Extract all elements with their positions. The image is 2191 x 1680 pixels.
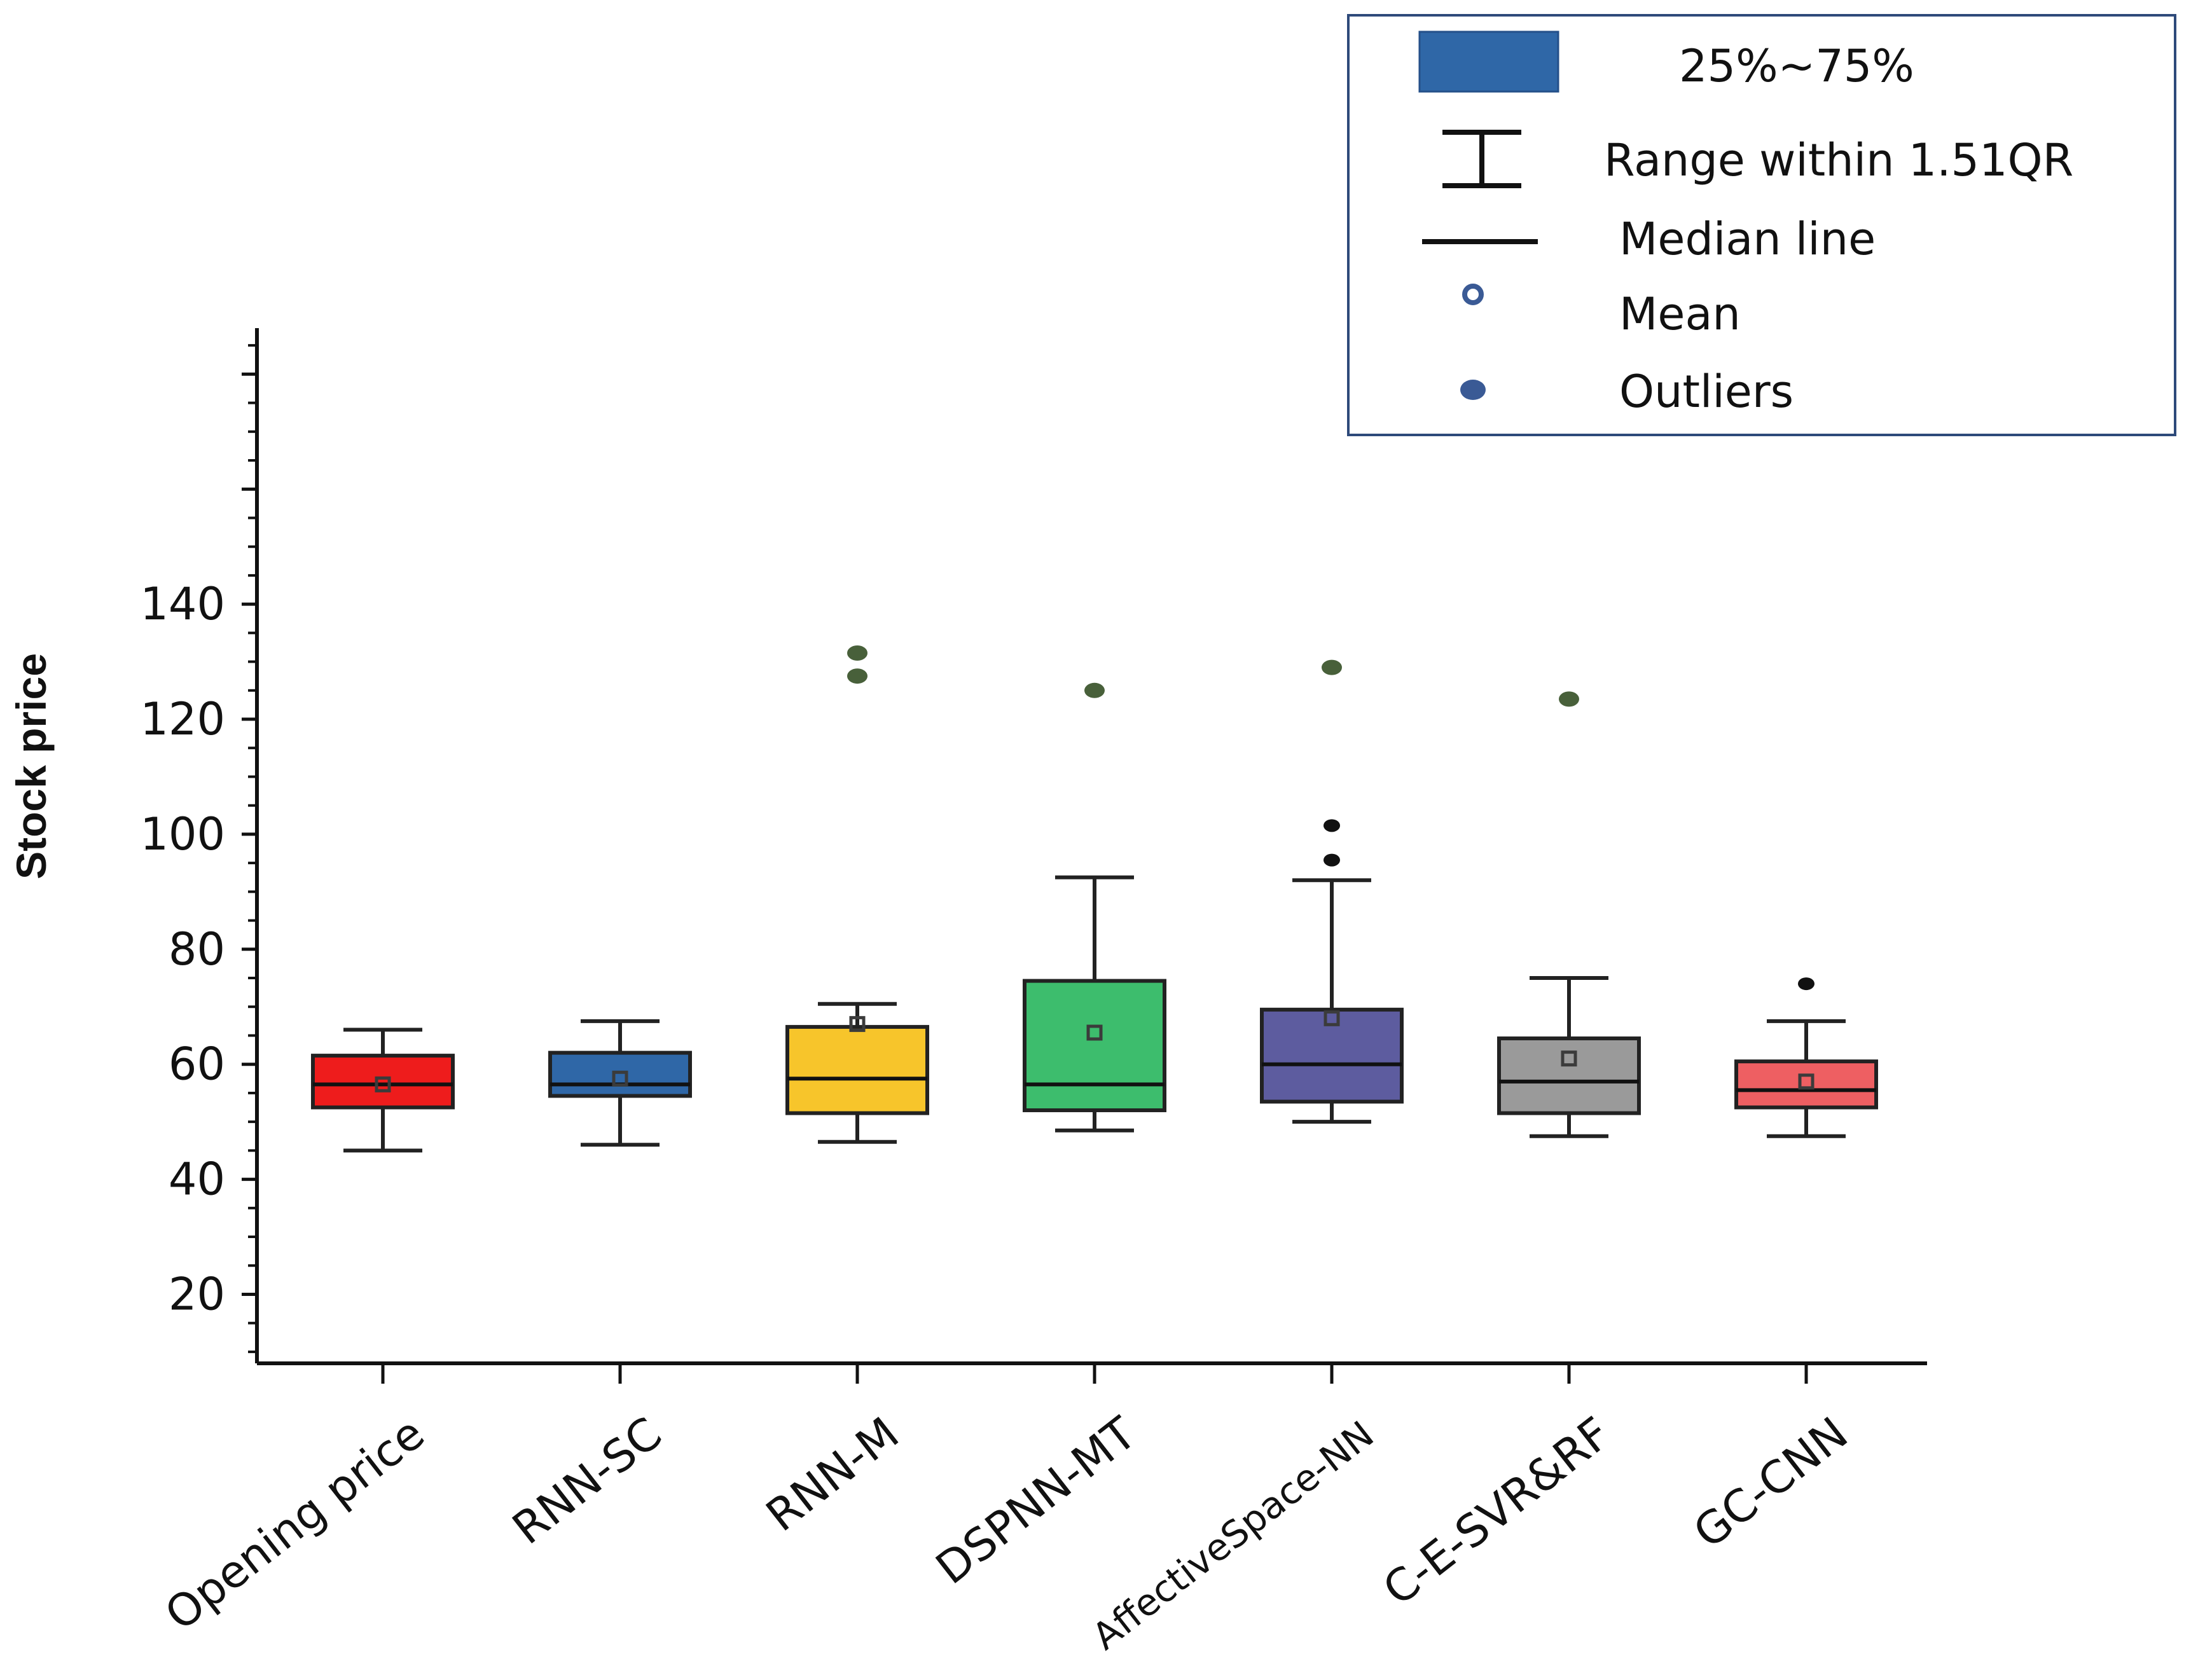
x-tick-label: Opening price (156, 1407, 434, 1641)
legend-outlier-icon (1460, 380, 1486, 400)
x-tick-label: GC-CNN (1684, 1407, 1858, 1559)
y-axis: 20 40 60 80 100 120 140 (140, 328, 259, 1363)
box-group (785, 645, 929, 1144)
y-tick-label: 140 (140, 578, 225, 630)
legend-box-label: 25%~75% (1679, 40, 1914, 92)
x-axis: Opening price RNN-SC RNN-M DSPNN-MTAffectiv… (156, 1361, 1927, 1658)
y-tick-label: 100 (140, 808, 225, 860)
box-iqr (1734, 1059, 1878, 1110)
legend-range-icon (1442, 130, 1521, 188)
box-group (1497, 691, 1641, 1138)
box-group (1023, 682, 1166, 1133)
y-tick-label: 120 (140, 693, 225, 745)
mean-marker (1324, 1010, 1340, 1026)
outlier-point (1322, 659, 1342, 675)
box-iqr (1023, 979, 1166, 1113)
legend-median-label: Median line (1619, 213, 1876, 265)
mean-marker (1798, 1073, 1814, 1090)
outlier-point (1798, 977, 1814, 991)
box-group (1260, 659, 1404, 1124)
legend-outliers-label: Outliers (1619, 366, 1794, 418)
box-series (311, 645, 1878, 1153)
box-iqr (1497, 1036, 1641, 1115)
outlier-point (847, 668, 867, 684)
x-tick-label: RNN-M (757, 1407, 909, 1542)
legend-range-label: Range within 1.51QR (1604, 134, 2073, 186)
outlier-point (1084, 682, 1105, 698)
box-group (311, 1028, 455, 1153)
y-tick-label: 60 (169, 1038, 225, 1091)
legend-mean-icon (1462, 284, 1484, 305)
y-tick-label: 20 (169, 1268, 225, 1320)
box-group (548, 1019, 692, 1147)
y-tick-label: 40 (169, 1153, 225, 1206)
outlier-point (847, 645, 867, 661)
box-iqr (785, 1024, 929, 1115)
box-iqr (548, 1050, 692, 1098)
mean-marker (1086, 1024, 1103, 1041)
y-axis-title: Stock price (8, 653, 55, 879)
x-tick-label: DSPNN-MT (927, 1407, 1146, 1595)
x-tick-label: C-E-SVR&RF (1374, 1407, 1621, 1616)
mean-marker (849, 1016, 866, 1032)
outlier-point (1559, 691, 1579, 707)
box-group (1734, 977, 1878, 1138)
box-iqr (311, 1054, 455, 1110)
legend: 25%~75% Range within 1.51QR Median line … (1347, 14, 2176, 436)
y-tick-label: 80 (169, 923, 225, 975)
x-tick-label: RNN-SC (503, 1407, 672, 1555)
outlier-point (1324, 853, 1340, 867)
mean-marker (612, 1070, 628, 1087)
outlier-point (1324, 819, 1340, 832)
legend-mean-label: Mean (1619, 288, 1741, 340)
plot-area: 20 40 60 80 100 120 140 Opening price RNN-SC RNN… (140, 328, 1927, 1658)
mean-marker (1561, 1050, 1577, 1067)
mean-marker (375, 1076, 391, 1092)
legend-box-swatch (1418, 31, 1559, 93)
